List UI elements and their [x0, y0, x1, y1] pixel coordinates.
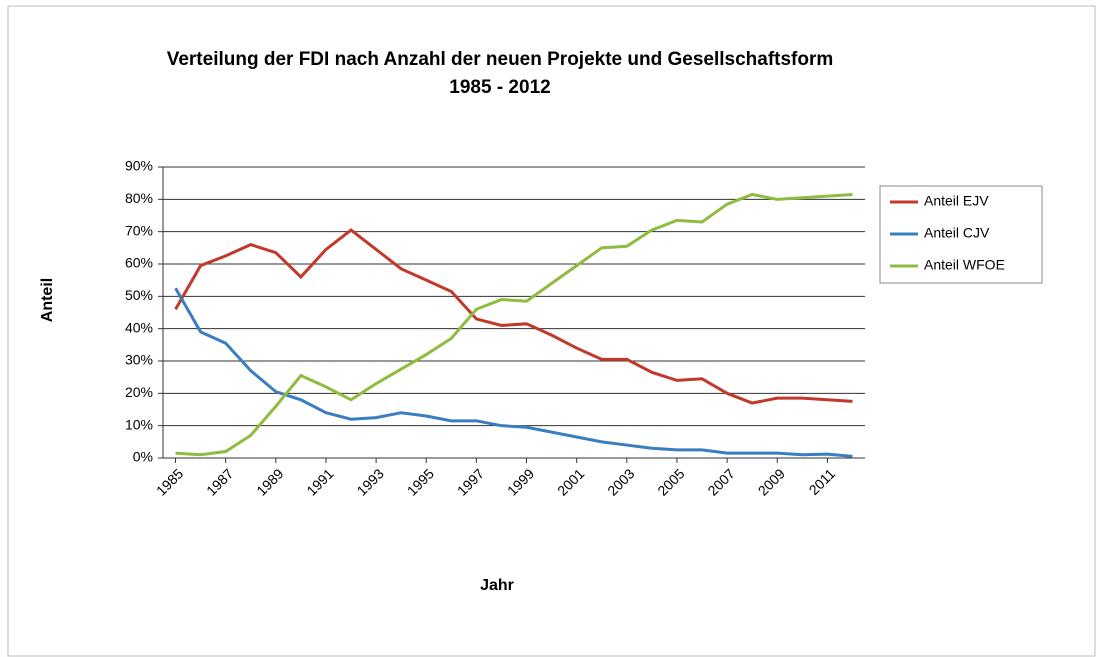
- chart-subtitle: 1985 - 2012: [449, 77, 550, 98]
- y-tick-label: 20%: [125, 384, 153, 400]
- x-tick-label: 2009: [755, 465, 788, 498]
- x-tick-label: 1995: [404, 465, 437, 498]
- series-line: [175, 192, 853, 457]
- frame: [7, 5, 1096, 657]
- chart-title: Verteilung der FDI nach Anzahl der neuen…: [167, 49, 834, 70]
- x-tick-label: 1993: [354, 465, 387, 498]
- y-tick-label: 70%: [125, 222, 153, 238]
- x-tick-label: 2011: [806, 465, 839, 498]
- series-line: [174, 287, 853, 458]
- x-tick-label: 2001: [554, 465, 587, 498]
- legend-label: Anteil EJV: [924, 193, 989, 209]
- y-tick-label: 0%: [133, 449, 153, 465]
- y-tick-label: 10%: [125, 416, 153, 432]
- x-tick-label: 1985: [153, 465, 186, 498]
- y-tick-label: 30%: [125, 352, 153, 368]
- y-tick-label: 40%: [125, 319, 153, 335]
- y-tick-label: 60%: [125, 255, 153, 271]
- x-axis-title: Jahr: [480, 577, 514, 594]
- y-tick-label: 80%: [125, 190, 153, 206]
- y-tick-label: 50%: [125, 287, 153, 303]
- legend-label: Anteil CJV: [924, 225, 990, 241]
- y-axis-title: Anteil: [39, 278, 56, 322]
- x-tick-label: 2003: [604, 465, 637, 498]
- y-tick-label: 90%: [125, 158, 153, 174]
- x-tick-label: 1991: [303, 465, 336, 498]
- x-tick-label: 2007: [705, 465, 738, 498]
- series-line: [174, 228, 853, 405]
- x-tick-label: 1999: [504, 465, 537, 498]
- x-tick-label: 1989: [253, 465, 286, 498]
- x-tick-label: 1997: [454, 465, 487, 498]
- x-tick-label: 2005: [654, 465, 687, 498]
- legend-label: Anteil WFOE: [924, 257, 1005, 273]
- x-tick-label: 1987: [203, 465, 236, 498]
